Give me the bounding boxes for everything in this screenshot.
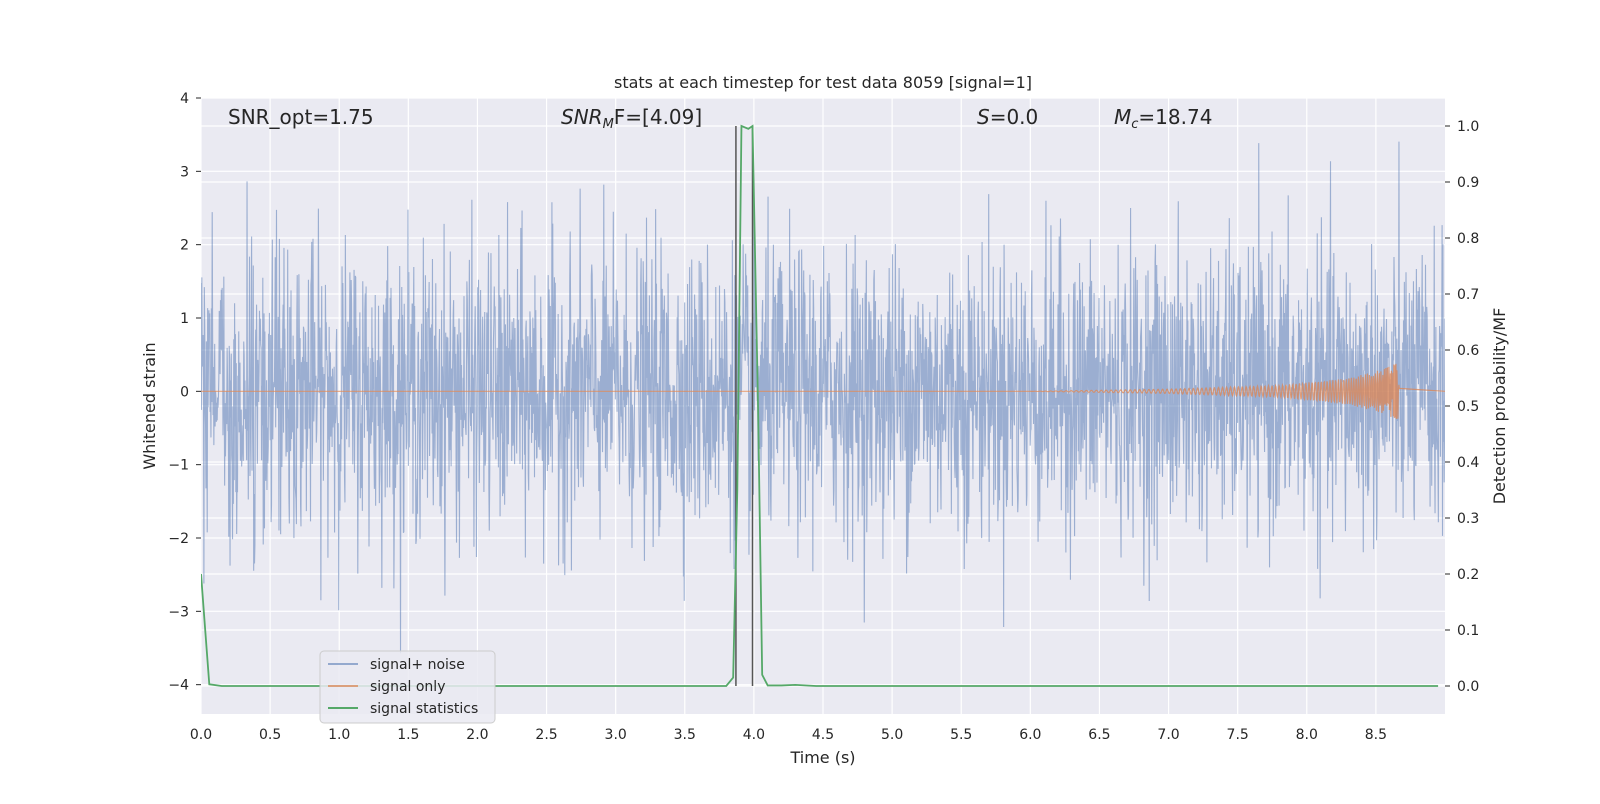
y-tick-label: −2: [168, 531, 189, 547]
y-right-tick-label: 0.9: [1457, 175, 1479, 191]
y-right-tick-label: 0.1: [1457, 623, 1479, 639]
x-tick-label: 8.0: [1296, 727, 1318, 743]
legend-label-signal-only: signal only: [370, 679, 445, 695]
y-right-tick-label: 1.0: [1457, 119, 1479, 135]
x-tick-label: 6.0: [1019, 727, 1041, 743]
x-tick-label: 3.0: [605, 727, 627, 743]
annotation-s-symbol: S: [977, 105, 990, 129]
y-right-tick-label: 0.3: [1457, 511, 1479, 527]
y-axis-right-ticks: 0.0 0.1 0.2 0.3 0.4 0.5 0.6 0.7 0.8 0.9 1.0: [1445, 119, 1479, 695]
annotation-snr-opt: SNR_opt=1.75: [228, 105, 374, 129]
x-tick-label: 7.5: [1227, 727, 1249, 743]
annotation-mc: Mc=18.74: [1114, 105, 1212, 132]
legend-box: [319, 650, 496, 724]
x-tick-label: 5.5: [950, 727, 972, 743]
y-axis-right-label: Detection probability/MF: [1490, 308, 1509, 505]
annotation-snr-mf-value: F=[4.09]: [614, 105, 702, 129]
x-tick-label: 3.5: [674, 727, 696, 743]
y-right-tick-label: 0.5: [1457, 399, 1479, 415]
annotation-mc-subscript: c: [1131, 117, 1138, 132]
legend-label-signal-statistics: signal statistics: [370, 701, 478, 717]
x-tick-label: 8.5: [1365, 727, 1387, 743]
y-tick-label: −1: [168, 458, 189, 474]
x-axis-label: Time (s): [789, 748, 855, 767]
y-right-tick-label: 0.6: [1457, 343, 1479, 359]
x-tick-label: 0.5: [259, 727, 281, 743]
x-tick-label: 1.5: [397, 727, 419, 743]
legend: signal+ noise signal only signal statist…: [319, 650, 496, 724]
x-tick-label: 7.0: [1157, 727, 1179, 743]
series-line-signal-only: [201, 363, 1445, 419]
series-signal-noise: [201, 141, 1445, 654]
legend-label-signal-noise: signal+ noise: [370, 657, 465, 673]
y-tick-label: 1: [180, 311, 189, 327]
x-tick-label: 4.0: [743, 727, 765, 743]
x-tick-label: 4.5: [812, 727, 834, 743]
x-tick-label: 5.0: [881, 727, 903, 743]
annotation-s-value: =0.0: [990, 105, 1039, 129]
x-tick-label: 2.0: [466, 727, 488, 743]
annotation-s: S=0.0: [977, 105, 1038, 129]
annotation-mc-symbol: M: [1114, 105, 1131, 129]
annotation-snr-mf: SNRMF=[4.09]: [561, 105, 702, 132]
y-right-tick-label: 0.4: [1457, 455, 1479, 471]
y-right-tick-label: 0.2: [1457, 567, 1479, 583]
x-tick-label: 2.5: [535, 727, 557, 743]
annotation-mc-value: =18.74: [1138, 105, 1212, 129]
y-axis-left-ticks: −4 −3 −2 −1 0 1 2 3 4: [168, 91, 201, 694]
y-axis-label: Whitened strain: [140, 342, 159, 469]
x-axis-ticks: 0.0 0.5 1.0 1.5 2.0 2.5 3.0 3.5 4.0 4.5 5.0 5.5 6.0 6…: [190, 727, 1387, 743]
annotation-snr-mf-subscript: M: [603, 117, 614, 132]
x-tick-label: 1.0: [328, 727, 350, 743]
y-tick-label: −4: [168, 678, 189, 694]
x-tick-label: 6.5: [1088, 727, 1110, 743]
y-tick-label: 0: [180, 384, 189, 400]
series-signal-only: [201, 363, 1445, 419]
y-tick-label: 2: [180, 238, 189, 254]
x-tick-label: 0.0: [190, 727, 212, 743]
y-tick-label: −3: [168, 604, 189, 620]
y-tick-label: 3: [180, 164, 189, 180]
y-tick-label: 4: [180, 91, 189, 107]
y-right-tick-label: 0.8: [1457, 231, 1479, 247]
y-right-tick-label: 0.7: [1457, 287, 1479, 303]
chart-title: stats at each timestep for test data 805…: [614, 73, 1032, 92]
y-right-tick-label: 0.0: [1457, 679, 1479, 695]
annotation-snr-mf-symbol: SNR: [561, 105, 603, 129]
series-line-signal-noise: [201, 141, 1445, 654]
